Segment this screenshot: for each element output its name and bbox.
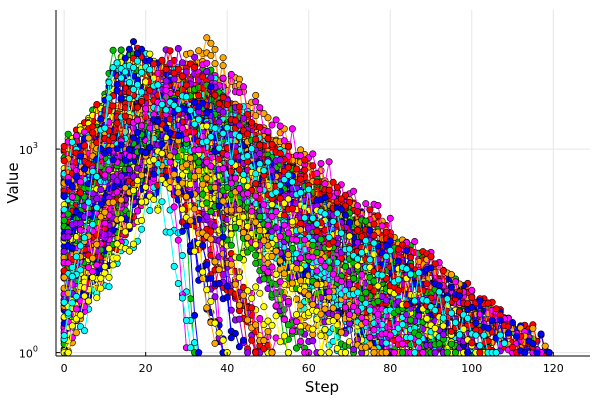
series-point [146,50,154,58]
series-point [252,91,260,99]
series-point [191,311,199,319]
series-point [219,62,227,70]
series-point [178,252,186,260]
series-point [195,349,203,357]
series-point [195,47,203,55]
series-point [264,114,272,122]
series-point [187,295,195,303]
series-point [117,46,125,54]
series-point [260,275,268,283]
series-point [138,225,146,233]
series-point [134,207,142,215]
series-point [541,342,549,350]
series-point [207,51,215,59]
series-point [447,271,455,279]
series-point [211,60,219,68]
series-point [81,327,89,335]
series-point [105,283,113,291]
series-point [292,295,300,303]
series-point [398,349,406,357]
series-point [537,330,545,338]
series-point [529,324,537,332]
series-point [207,39,215,47]
series-point [325,349,333,357]
series-point [256,314,264,322]
series-point [248,304,256,312]
series-point [292,311,300,319]
series-point [146,207,154,215]
series-point [272,270,280,278]
series-point [309,325,317,333]
series-point [219,54,227,62]
series-point [203,34,211,42]
series-point [317,349,325,357]
series-point [252,349,260,357]
series-point [545,349,553,357]
series-point [248,336,256,344]
series-point [109,46,117,54]
series-point [309,337,317,345]
series-layer [60,34,553,357]
series-point [211,45,219,53]
